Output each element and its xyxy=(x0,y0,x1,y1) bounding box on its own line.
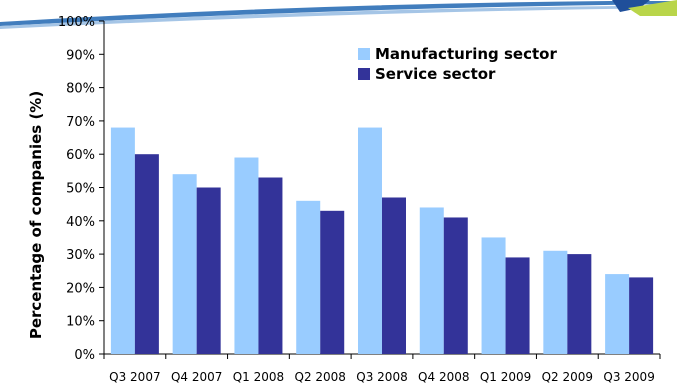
bar-service xyxy=(196,187,221,354)
bar-service xyxy=(443,217,468,354)
bar-manufacturing xyxy=(605,274,630,354)
x-tick-label: Q4 2007 xyxy=(171,370,222,384)
y-tick-label: 0% xyxy=(74,348,95,363)
bar-service xyxy=(320,210,345,354)
y-tick-label: 100% xyxy=(58,15,95,30)
x-tick-label: Q1 2008 xyxy=(233,370,284,384)
x-tick-label: Q1 2009 xyxy=(480,370,531,384)
bar-manufacturing xyxy=(172,174,197,354)
logo-green-mark xyxy=(628,0,677,16)
bar-service xyxy=(629,277,654,354)
x-tick-label: Q4 2008 xyxy=(418,370,469,384)
y-tick-label: 50% xyxy=(66,182,95,197)
legend-label-service: Service sector xyxy=(375,65,496,83)
x-tick-label: Q3 2008 xyxy=(356,370,407,384)
y-axis-title: Percentage of companies (%) xyxy=(27,91,45,339)
bar-manufacturing xyxy=(234,157,259,354)
bar-service xyxy=(134,154,159,354)
x-tick-label: Q2 2008 xyxy=(295,370,346,384)
bar-manufacturing xyxy=(110,127,135,354)
logo-mark xyxy=(612,0,650,12)
bars xyxy=(110,127,654,354)
y-tick-label: 40% xyxy=(66,215,95,230)
bar-manufacturing xyxy=(543,250,568,354)
x-axis: Q3 2007 Q4 2007 Q1 2008 Q2 2008 Q3 2008 Q4 20… xyxy=(103,353,661,384)
legend-swatch-manufacturing xyxy=(358,48,370,60)
x-tick-label: Q3 2009 xyxy=(603,370,654,384)
bar-service xyxy=(382,197,406,354)
legend: Manufacturing sector Service sector xyxy=(358,45,557,83)
bar-service xyxy=(567,254,592,354)
y-tick-label: 70% xyxy=(66,115,95,130)
x-tick-label: Q2 2009 xyxy=(542,370,593,384)
y-axis: 0% 10% 20% 30% 40% 50% 60% 70% 80% 90% 100% xyxy=(58,15,105,363)
y-tick-label: 90% xyxy=(66,48,95,63)
x-tick-label: Q3 2007 xyxy=(109,370,160,384)
bar-manufacturing xyxy=(358,127,382,354)
bar-service xyxy=(258,177,283,354)
legend-swatch-service xyxy=(358,68,370,80)
y-tick-label: 60% xyxy=(66,148,95,163)
header-decoration xyxy=(0,0,677,29)
y-tick-label: 30% xyxy=(66,248,95,263)
bar-manufacturing xyxy=(481,237,506,354)
bar-manufacturing xyxy=(419,207,444,354)
legend-label-manufacturing: Manufacturing sector xyxy=(375,45,557,63)
bar-manufacturing xyxy=(296,200,321,354)
y-tick-label: 10% xyxy=(66,315,95,330)
bar-service xyxy=(505,257,530,354)
y-tick-label: 80% xyxy=(66,82,95,97)
y-tick-label: 20% xyxy=(66,281,95,296)
